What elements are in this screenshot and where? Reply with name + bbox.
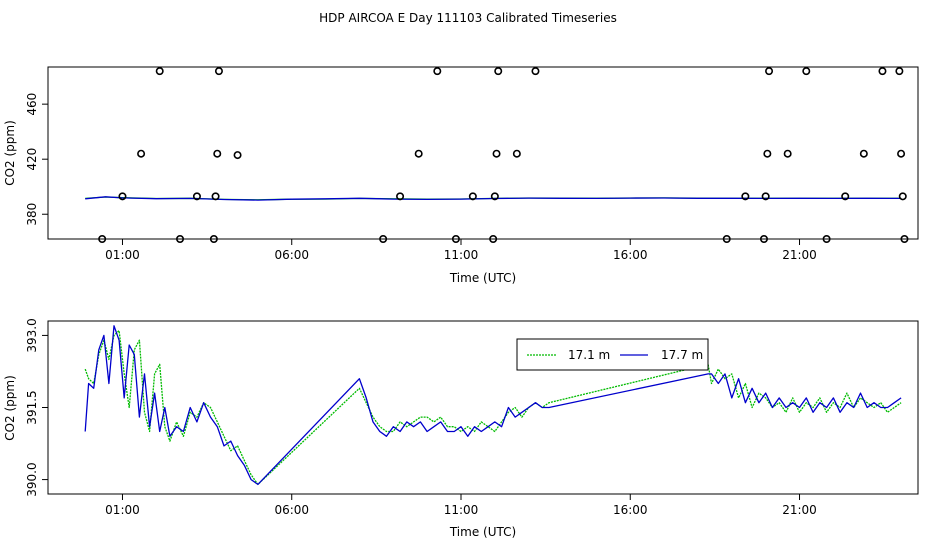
scatter-point <box>878 67 887 76</box>
y-tick-label: 380 <box>25 203 39 226</box>
x-tick-label: 21:00 <box>782 503 817 517</box>
scatter-point <box>137 149 146 158</box>
figure-title: HDP AIRCOA E Day 111103 Calibrated Times… <box>319 11 617 25</box>
x-tick-label: 01:00 <box>105 248 140 262</box>
top-plot-axes: 01:00 06:00 11:00 16:00 21:00 380 420 460 <box>25 93 817 262</box>
scatter-point <box>900 235 909 244</box>
scatter-point <box>468 192 477 201</box>
x-tick-label: 16:00 <box>613 503 648 517</box>
bottom-x-axis-label: Time (UTC) <box>449 525 516 539</box>
scatter-point <box>722 235 731 244</box>
bottom-plot-data <box>84 325 902 486</box>
legend: 17.1 m 17.7 m <box>516 338 709 371</box>
y-tick-label: 391.5 <box>25 390 39 424</box>
x-tick-label: 11:00 <box>444 248 479 262</box>
legend-label-17-1m: 17.1 m <box>568 348 610 362</box>
y-tick-label: 393.0 <box>25 318 39 352</box>
scatter-point <box>531 67 540 76</box>
scatter-point <box>494 67 503 76</box>
top-plot-frame <box>47 66 919 240</box>
top-plot-data <box>85 67 909 244</box>
scatter-point <box>213 149 222 158</box>
series-line-1 <box>84 325 902 486</box>
series-line-0 <box>84 329 902 486</box>
scatter-point <box>841 192 850 201</box>
scatter-point <box>759 235 768 244</box>
bottom-panel: 01:00 06:00 11:00 16:00 21:00 390.0 391.5 393.0… <box>3 318 919 539</box>
scatter-point <box>898 192 907 201</box>
bottom-plot-axes: 01:00 06:00 11:00 16:00 21:00 390.0 391.5 393.0 <box>25 318 817 517</box>
top-x-axis-label: Time (UTC) <box>449 271 516 285</box>
scatter-point <box>763 149 772 158</box>
y-tick-label: 420 <box>25 148 39 171</box>
scatter-point <box>451 235 460 244</box>
scatter-point <box>192 192 201 201</box>
scatter-point <box>233 151 242 160</box>
y-tick-label: 390.0 <box>25 462 39 496</box>
scatter-point <box>214 67 223 76</box>
x-tick-label: 06:00 <box>274 248 309 262</box>
scatter-point <box>414 149 423 158</box>
scatter-point <box>897 149 906 158</box>
scatter-point <box>211 192 220 201</box>
scatter-point <box>761 192 770 201</box>
scatter-point <box>492 149 501 158</box>
bottom-y-axis-label: CO2 (ppm) <box>3 375 17 441</box>
scatter-point <box>802 67 811 76</box>
scatter-point <box>765 67 774 76</box>
scatter-point <box>490 192 499 201</box>
scatter-point <box>118 192 127 201</box>
top-panel: 01:00 06:00 11:00 16:00 21:00 380 420 460 Time … <box>3 66 919 285</box>
legend-label-17-7m: 17.7 m <box>661 348 703 362</box>
scatter-point <box>176 235 185 244</box>
scatter-point <box>379 235 388 244</box>
scatter-point <box>895 67 904 76</box>
scatter-point <box>155 67 164 76</box>
top-y-axis-label: CO2 (ppm) <box>3 120 17 186</box>
y-tick-label: 460 <box>25 93 39 116</box>
scatter-point <box>859 149 868 158</box>
scatter-point <box>741 192 750 201</box>
scatter-point <box>822 235 831 244</box>
scatter-point <box>512 149 521 158</box>
scatter-point <box>489 235 498 244</box>
x-tick-label: 21:00 <box>782 248 817 262</box>
scatter-point <box>209 235 218 244</box>
x-tick-label: 06:00 <box>274 503 309 517</box>
scatter-point <box>98 235 107 244</box>
scatter-point <box>783 149 792 158</box>
scatter-point <box>396 192 405 201</box>
scatter-point <box>433 67 442 76</box>
x-tick-label: 16:00 <box>613 248 648 262</box>
x-tick-label: 01:00 <box>105 503 140 517</box>
x-tick-label: 11:00 <box>444 503 479 517</box>
